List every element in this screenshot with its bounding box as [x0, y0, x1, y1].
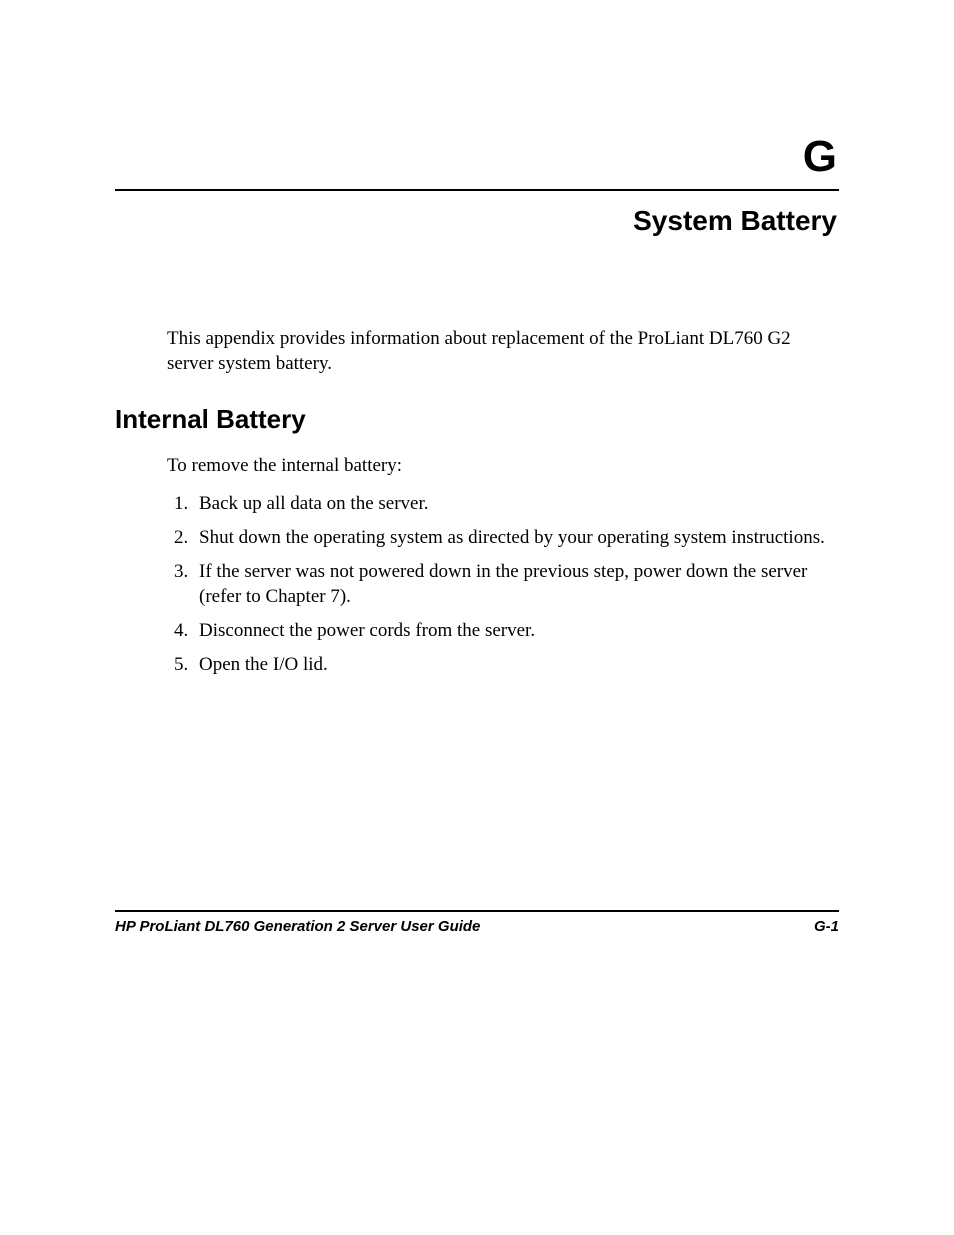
section-heading: Internal Battery [115, 404, 839, 435]
step-item: Open the I/O lid. [193, 652, 839, 678]
footer-guide-title: HP ProLiant DL760 Generation 2 Server Us… [115, 918, 480, 935]
chapter-title: System Battery [115, 205, 839, 237]
lead-paragraph: To remove the internal battery: [167, 455, 839, 477]
steps-list: Back up all data on the server. Shut dow… [167, 491, 839, 677]
appendix-letter: G [115, 135, 839, 179]
title-rule [115, 189, 839, 191]
page-container: G System Battery This appendix provides … [0, 0, 954, 1235]
step-item: Back up all data on the server. [193, 491, 839, 517]
intro-paragraph: This appendix provides information about… [167, 327, 839, 376]
footer-row: HP ProLiant DL760 Generation 2 Server Us… [115, 918, 839, 935]
step-item: Disconnect the power cords from the serv… [193, 618, 839, 644]
step-item: Shut down the operating system as direct… [193, 525, 839, 551]
footer-page-number: G-1 [814, 918, 839, 935]
step-item: If the server was not powered down in th… [193, 559, 839, 610]
page-footer: HP ProLiant DL760 Generation 2 Server Us… [115, 910, 839, 935]
footer-rule [115, 910, 839, 912]
